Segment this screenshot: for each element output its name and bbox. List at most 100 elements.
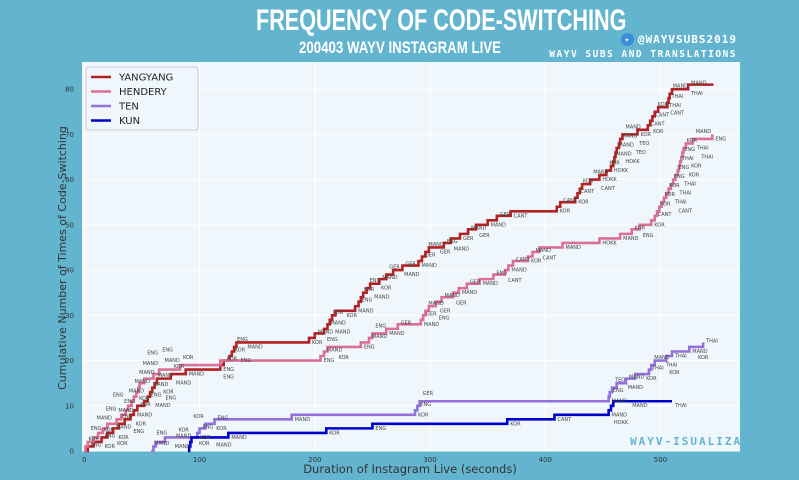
point-label: CANT xyxy=(516,257,531,263)
point-label: MAND xyxy=(632,403,647,409)
credit-text: WAYV SUBS AND TRANSLATIONS xyxy=(549,49,737,60)
point-label: ENG xyxy=(370,278,381,284)
point-label: MAND xyxy=(143,361,158,367)
legend-label: KUN xyxy=(119,116,140,127)
point-label: ENG xyxy=(420,402,431,408)
point-label: MAND xyxy=(389,331,404,337)
point-label: THAI xyxy=(651,366,664,372)
point-label: ENG xyxy=(237,337,248,343)
point-label: ENG xyxy=(133,429,144,435)
point-label: THAI xyxy=(705,338,718,344)
point-label: CANT xyxy=(651,121,666,127)
point-label: KOR xyxy=(653,129,664,135)
point-label: MAND xyxy=(295,417,310,423)
point-label: MAND xyxy=(129,388,144,394)
point-label: GER xyxy=(401,320,412,326)
x-tick-label: 100 xyxy=(193,456,206,464)
chart-subtitle: 200403 WAYV INSTAGRAM LIVE xyxy=(299,38,501,57)
y-tick-label: 30 xyxy=(65,312,74,320)
point-label: HOKK xyxy=(614,168,629,174)
x-tick-label: 500 xyxy=(654,456,667,464)
point-label: MAND xyxy=(623,236,638,242)
point-label: KOR xyxy=(531,259,542,265)
point-label: MAND xyxy=(421,263,436,269)
point-label: ENG xyxy=(218,415,229,421)
point-label: KOR xyxy=(691,164,702,170)
point-label: MAND xyxy=(135,379,150,385)
point-label: ENG xyxy=(162,348,173,354)
point-label: MAND xyxy=(566,245,581,251)
point-label: ENG xyxy=(439,316,450,322)
point-label: ENG xyxy=(156,430,167,436)
point-label: KOR xyxy=(660,201,671,207)
point-label: ENG xyxy=(375,426,386,432)
y-axis-label: Cumulative Number of Times of Code-Switc… xyxy=(56,126,69,390)
point-label: ENG xyxy=(203,424,214,430)
point-label: ENG xyxy=(496,271,507,277)
point-label: KOR xyxy=(227,357,238,363)
point-label: MAND xyxy=(483,281,498,287)
point-label: KOR xyxy=(669,370,680,376)
point-label: GER xyxy=(405,262,416,268)
point-label: MAND xyxy=(116,424,131,430)
point-label: KOR xyxy=(193,414,204,420)
point-label: ENG xyxy=(91,442,102,448)
point-label: THAI xyxy=(674,353,687,359)
point-label: MAND xyxy=(374,295,389,301)
point-label: MAND xyxy=(154,441,169,447)
point-label: MAND xyxy=(327,347,342,353)
watermark: WAYV-ISUALIZATION xyxy=(630,435,777,448)
point-label: THAI xyxy=(696,145,709,151)
y-tick-label: 20 xyxy=(65,357,74,365)
point-label: ENG xyxy=(147,351,158,357)
twitter-handle: ✦ @WAYVSUBS2019 xyxy=(620,33,737,46)
point-label: ENG xyxy=(684,147,695,153)
point-label: KOR xyxy=(583,179,594,185)
point-label: MAND xyxy=(612,412,627,418)
point-label: THAI xyxy=(674,403,687,409)
point-label: MAND xyxy=(612,399,627,405)
point-label: MAND xyxy=(175,444,190,450)
legend-label: YANGYANG xyxy=(118,73,173,84)
series-line-yangyang xyxy=(84,83,714,453)
point-label: GER xyxy=(440,308,451,314)
point-label: MAND xyxy=(335,329,350,335)
point-label: CANT xyxy=(601,186,616,192)
point-label: ENG xyxy=(613,388,624,394)
point-label: MAND xyxy=(176,433,191,439)
point-label: KOR xyxy=(329,430,340,436)
point-label: HOKK xyxy=(602,177,617,183)
series-line-hendery xyxy=(84,134,714,453)
y-tick-label: 10 xyxy=(65,402,74,410)
point-label: ENG xyxy=(223,367,234,373)
point-label: MAND xyxy=(176,381,191,387)
point-label: KOR xyxy=(88,436,99,442)
point-label: HOKK xyxy=(614,420,629,426)
point-label: KOR xyxy=(199,441,210,447)
legend-label: HENDERY xyxy=(119,87,168,98)
point-label: KOR xyxy=(646,376,657,382)
point-label: KOR xyxy=(609,161,620,167)
point-label: ENG xyxy=(715,136,726,142)
point-label: KOR xyxy=(333,310,344,316)
point-label: CANT xyxy=(678,209,693,215)
point-label: MAND xyxy=(462,290,477,296)
point-label: CANT xyxy=(581,189,596,195)
point-label: TEO xyxy=(614,378,625,384)
point-label: KOR xyxy=(578,200,589,206)
point-label: KOR xyxy=(640,132,651,138)
point-label: CANT xyxy=(655,112,670,118)
point-label: GER xyxy=(456,301,467,307)
y-tick-label: 40 xyxy=(65,267,74,275)
point-label: ENG xyxy=(106,406,117,412)
point-label: MAND xyxy=(318,329,333,335)
point-label: KOR xyxy=(364,287,375,293)
point-label: THAI xyxy=(674,200,687,206)
point-label: MAND xyxy=(691,81,706,87)
point-label: THAI xyxy=(681,156,694,162)
point-label: GER xyxy=(423,391,434,397)
point-label: MAND xyxy=(593,170,608,176)
point-label: KOR xyxy=(347,313,358,319)
point-label: KOR xyxy=(635,225,646,231)
point-label: MAND xyxy=(247,344,262,350)
